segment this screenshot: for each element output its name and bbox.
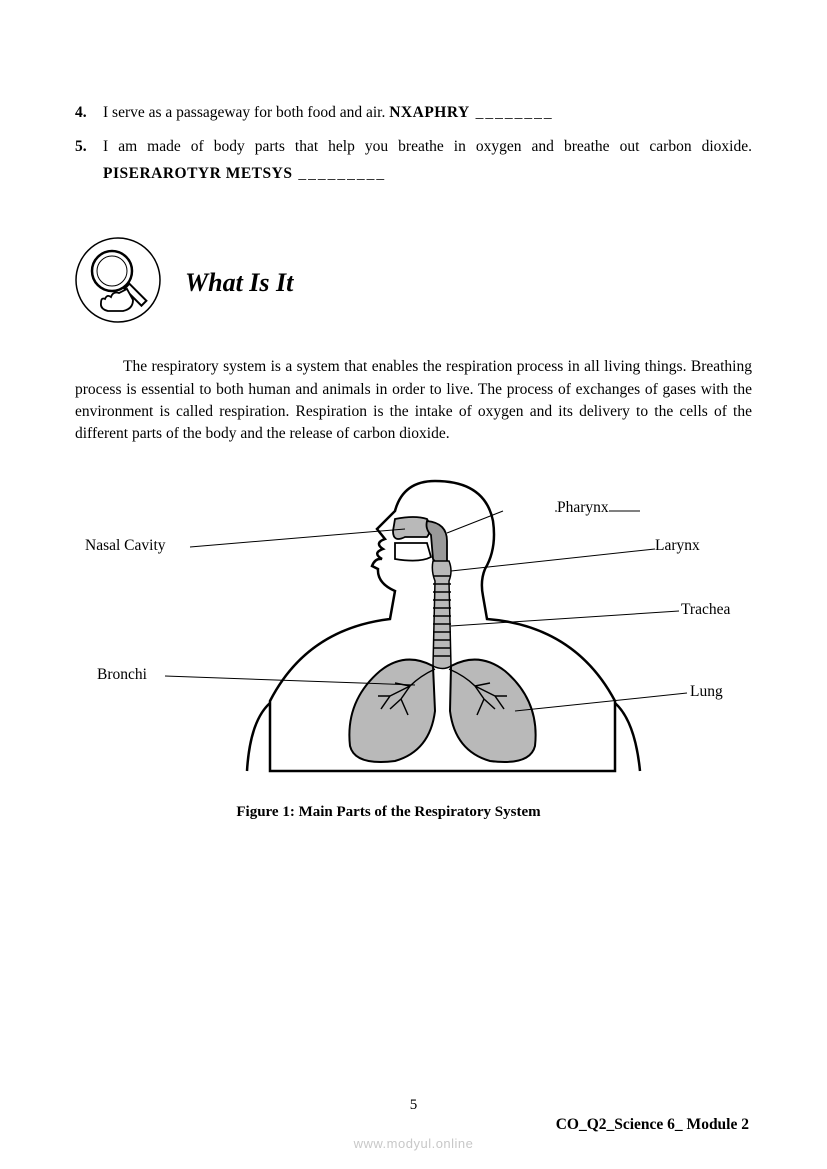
section-paragraph: The respiratory system is a system that … — [75, 356, 752, 446]
question-number: 4. — [75, 100, 103, 126]
watermark: www.modyul.online — [0, 1136, 827, 1151]
footer-course-id: CO_Q2_Science 6_ Module 2 — [556, 1116, 749, 1134]
page-number: 5 — [0, 1097, 827, 1114]
question-4: 4. I serve as a passageway for both food… — [75, 100, 752, 126]
figure-caption: Figure 1: Main Parts of the Respiratory … — [145, 804, 632, 821]
label-bronchi: Bronchi — [97, 666, 147, 684]
section-header: What Is It — [75, 237, 752, 328]
label-nasal-cavity: Nasal Cavity — [85, 537, 166, 555]
section-title: What Is It — [185, 268, 293, 298]
question-text: I serve as a passageway for both food an… — [103, 100, 752, 126]
question-text: I am made of body parts that help you br… — [103, 134, 752, 187]
label-larynx: Larynx — [655, 537, 700, 555]
respiratory-diagram: Nasal Cavity Bronchi Pharynx Larynx Trac… — [75, 471, 755, 796]
question-number: 5. — [75, 134, 103, 187]
label-pharynx: Pharynx — [557, 499, 609, 517]
question-5: 5. I am made of body parts that help you… — [75, 134, 752, 187]
label-trachea: Trachea — [681, 601, 730, 619]
label-lung: Lung — [690, 683, 723, 701]
magnifying-glass-icon — [75, 237, 161, 328]
